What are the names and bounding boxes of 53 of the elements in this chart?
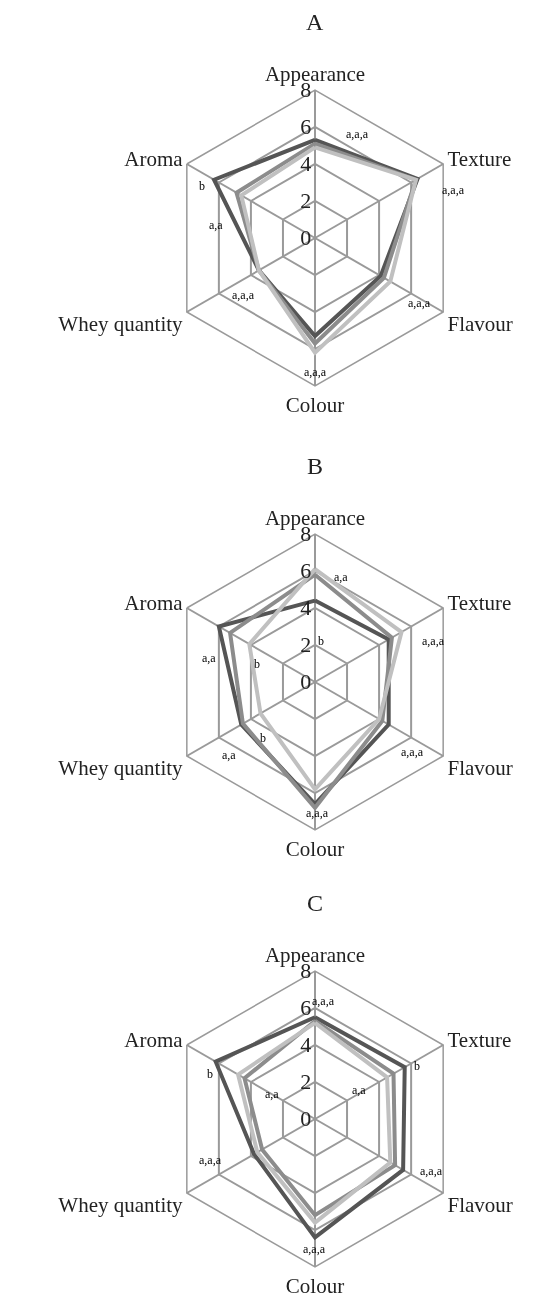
text: b — [414, 1059, 420, 1073]
spoke-label: Texture — [447, 590, 512, 615]
text: b — [254, 657, 260, 671]
y-tick-label: 0 — [300, 225, 312, 251]
spoke-label: Colour — [285, 836, 345, 861]
spoke-label: Colour — [285, 392, 345, 417]
spoke-label: Flavour — [447, 1193, 513, 1218]
spoke-label: Aroma — [124, 146, 184, 171]
text: a,a,a — [199, 1153, 222, 1167]
spoke-label: Texture — [447, 1027, 512, 1052]
spoke-label: Flavour — [447, 312, 513, 337]
y-tick-label: 4 — [300, 151, 312, 177]
spoke-label: Whey quantity — [58, 1193, 184, 1218]
y-tick-label: 0 — [300, 669, 312, 695]
y-tick-label: 6 — [300, 114, 312, 140]
y-tick-label: 0 — [300, 1106, 312, 1132]
text: a,a — [334, 570, 349, 584]
spoke-label: Texture — [447, 146, 512, 171]
text: a,a,a — [306, 806, 329, 820]
spoke-label: Aroma — [124, 590, 184, 615]
text: a,a,a — [312, 994, 335, 1008]
chart-title: B — [307, 453, 324, 479]
chart-title: A — [306, 9, 324, 35]
text: a,a,a — [346, 127, 369, 141]
text: a,a — [352, 1083, 367, 1097]
y-tick-label: 2 — [300, 1069, 312, 1095]
text: a,a,a — [442, 183, 465, 197]
text: a,a,a — [303, 1242, 326, 1256]
text: a,a — [209, 218, 224, 232]
text: b — [199, 179, 205, 193]
spoke-label: Flavour — [447, 756, 513, 781]
y-tick-label: 2 — [300, 632, 312, 658]
text: b — [318, 634, 324, 648]
text: a,a — [222, 748, 237, 762]
y-tick-label: 6 — [300, 558, 312, 584]
text: a,a — [265, 1087, 280, 1101]
y-tick-label: 6 — [300, 995, 312, 1021]
text: a,a,a — [304, 365, 327, 379]
text: a,a,a — [232, 288, 255, 302]
text: a,a,a — [422, 634, 445, 648]
text: b — [260, 731, 266, 745]
spoke-label: Aroma — [124, 1027, 184, 1052]
text: a,a,a — [401, 745, 424, 759]
text: a,a — [202, 651, 217, 665]
chart-title: C — [307, 890, 324, 916]
y-tick-label: 2 — [300, 188, 312, 214]
text: a,a,a — [408, 296, 431, 310]
spoke-label: Whey quantity — [58, 756, 184, 781]
spoke-label: Colour — [285, 1273, 345, 1298]
text: a,a,a — [420, 1164, 443, 1178]
text: b — [207, 1067, 213, 1081]
spoke-label: Whey quantity — [58, 312, 184, 337]
y-tick-label: 4 — [300, 1032, 312, 1058]
